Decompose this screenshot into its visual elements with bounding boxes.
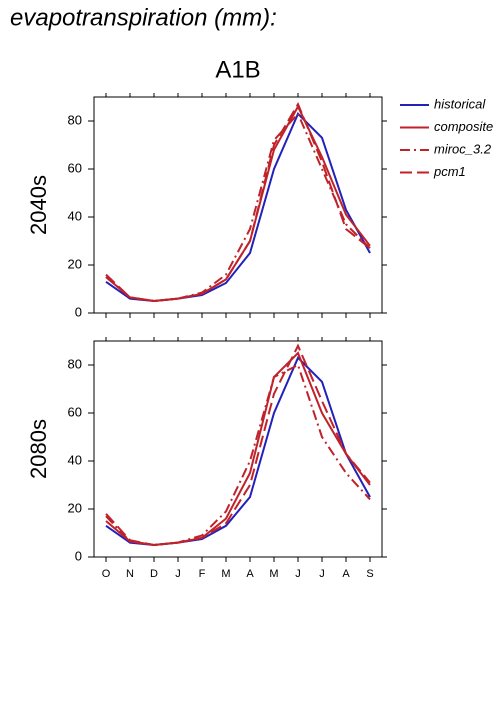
panel-label: 2080s (26, 419, 51, 479)
x-tick-label: A (246, 568, 254, 580)
x-tick-label: D (150, 568, 158, 580)
panel-label: 2040s (26, 175, 51, 235)
x-tick-label: S (366, 568, 373, 580)
x-tick-label: J (295, 568, 301, 580)
series-line (105, 111, 371, 303)
scenario-title: A1B (215, 56, 260, 83)
x-tick-label: M (221, 568, 230, 580)
y-tick-label: 20 (68, 256, 82, 271)
y-tick-label: 80 (68, 112, 82, 127)
y-tick-label: 80 (68, 356, 82, 371)
x-tick-label: O (102, 568, 111, 580)
y-tick-label: 40 (68, 452, 82, 467)
x-tick-label: M (269, 568, 278, 580)
y-tick-label: 20 (68, 500, 82, 515)
legend-label: historical (434, 96, 486, 111)
legend-label: miroc_3.2 (434, 141, 492, 156)
y-tick-label: 0 (75, 304, 82, 319)
series-line (105, 101, 371, 303)
page-title: evapotranspiration (mm): (10, 4, 277, 31)
y-tick-label: 40 (68, 208, 82, 223)
series-line (105, 343, 371, 547)
series-line (105, 104, 371, 303)
y-tick-label: 60 (68, 160, 82, 175)
plot-frame (93, 340, 383, 558)
series-line (105, 363, 371, 547)
legend-label: composite (434, 119, 493, 134)
series-line (105, 112, 371, 303)
x-tick-label: J (175, 568, 181, 580)
x-tick-label: J (319, 568, 325, 580)
y-tick-label: 0 (75, 548, 82, 563)
legend-label: pcm1 (433, 164, 466, 179)
x-tick-label: N (126, 568, 134, 580)
x-tick-label: A (342, 568, 350, 580)
y-tick-label: 60 (68, 404, 82, 419)
x-tick-label: F (199, 568, 206, 580)
plot-frame (93, 96, 383, 314)
